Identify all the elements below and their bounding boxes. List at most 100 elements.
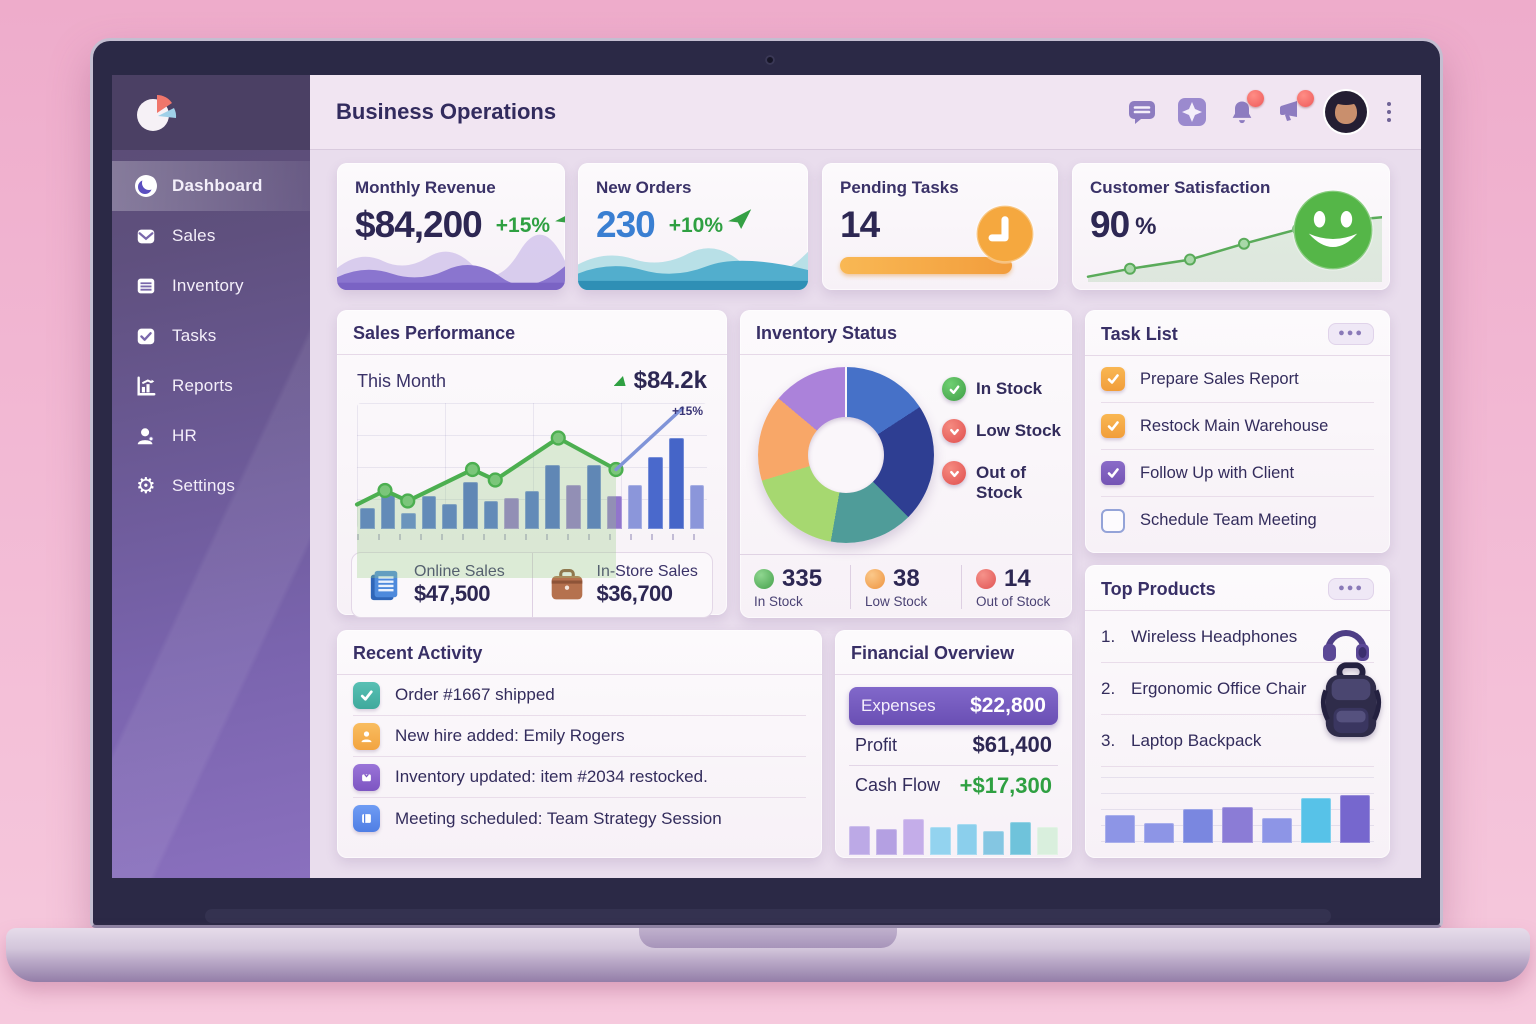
task-label: Follow Up with Client <box>1140 463 1295 482</box>
bar <box>875 829 897 855</box>
bar <box>524 491 540 529</box>
orange-dot-icon <box>865 568 885 589</box>
activity-text: Meeting scheduled: Team Strategy Session <box>395 808 722 828</box>
card-title: Top Products <box>1101 578 1216 599</box>
bar <box>1144 823 1175 843</box>
task-list-card: Task List ●●● Prepare Sales Report Resto… <box>1085 310 1390 553</box>
stat-value: 335 <box>782 564 823 592</box>
sidebar-item-label: Inventory <box>172 276 244 295</box>
legend-label: Out of Stock <box>976 463 1027 502</box>
sidebar-item-reports[interactable]: Reports <box>112 361 310 411</box>
checkbox-unchecked[interactable] <box>1101 508 1125 533</box>
top-products-card: Top Products ●●● 1. Wireless Headphones … <box>1085 565 1390 858</box>
bar <box>586 464 602 529</box>
bar <box>565 484 581 529</box>
chat-icon[interactable] <box>1125 95 1159 129</box>
checkbox-checked[interactable] <box>1101 367 1125 391</box>
kpi-value: 14 <box>840 204 880 245</box>
checkbox-checked[interactable] <box>1101 461 1125 485</box>
trend-up-icon <box>554 209 565 230</box>
sidebar-item-label: Dashboard <box>172 176 263 195</box>
period-label: This Month <box>357 370 447 391</box>
kpi-title: New Orders <box>596 178 692 197</box>
more-menu-button[interactable]: ●●● <box>1328 323 1374 345</box>
bar <box>607 496 622 529</box>
app-logo-pie-icon[interactable] <box>132 90 178 136</box>
bar <box>929 827 951 855</box>
kebab-menu-icon[interactable] <box>1383 98 1395 126</box>
product-row: 3. Laptop Backpack <box>1101 715 1374 767</box>
laptop-base <box>6 928 1530 982</box>
task-label: Schedule Team Meeting <box>1140 511 1317 529</box>
sidebar-item-label: HR <box>172 426 197 445</box>
inventory-legend: In Stock Low Stock Out of <box>942 377 1062 502</box>
row-label: Expenses <box>861 696 936 715</box>
recent-activity-card: Recent Activity Order #1667 shipped New … <box>337 630 822 858</box>
stat-in-stock: 335 In Stock <box>740 565 850 609</box>
checkbox-icon <box>134 324 158 348</box>
product-row: 2. Ergonomic Office Chair <box>1101 663 1374 715</box>
sidebar-item-hr[interactable]: HR <box>112 411 310 461</box>
kpi-delta: +10% <box>668 213 724 237</box>
stat-low-stock: 38 Low Stock <box>850 564 961 609</box>
kpi-delta: +15% <box>495 213 551 237</box>
instore-sales-stat: In-Store Sales $36,700 <box>531 553 713 617</box>
red-dot-icon <box>976 568 996 589</box>
kpi-card-monthly-revenue: Monthly Revenue $84,200 +15% <box>337 163 565 290</box>
bar <box>483 501 499 529</box>
sales-trend-lines <box>354 406 685 578</box>
legend-label: Low Stock <box>976 421 1062 440</box>
sales-performance-card: Sales Performance This Month $84.2k +15% <box>337 310 727 618</box>
stat-label: In Stock <box>754 593 803 609</box>
kpi-value: 90 <box>1090 204 1130 245</box>
inventory-stats: 335 In Stock 38 Low Stock <box>740 554 1072 618</box>
orders-sparkline <box>578 248 808 290</box>
sales-bars <box>360 403 705 529</box>
financial-mini-chart <box>849 807 1058 855</box>
list-icon <box>134 274 158 298</box>
product-label: Ergonomic Office Chair <box>1131 678 1307 698</box>
profit-row: Profit $61,400 <box>849 725 1058 765</box>
stat-label: Low Stock <box>865 593 928 609</box>
financial-overview-card: Financial Overview Expenses $22,800 Prof… <box>835 630 1072 858</box>
kpi-unit: % <box>1135 213 1157 240</box>
inventory-status-card: Inventory Status In Stock <box>740 310 1072 618</box>
activity-text: Inventory updated: item #2034 restocked. <box>395 767 708 786</box>
sidebar-item-dashboard[interactable]: Dashboard <box>112 161 310 211</box>
bar <box>668 438 684 529</box>
row-label: Cash Flow <box>855 775 941 795</box>
more-menu-button[interactable]: ●●● <box>1328 578 1374 600</box>
sidebar-item-sales[interactable]: Sales <box>112 211 310 261</box>
sidebar-item-inventory[interactable]: Inventory <box>112 261 310 311</box>
trend-up-icon <box>613 376 626 386</box>
bar <box>1222 806 1253 843</box>
bell-icon[interactable] <box>1225 90 1264 129</box>
bar <box>1261 817 1292 843</box>
user-avatar[interactable] <box>1325 91 1367 133</box>
top-products-chart <box>1101 777 1374 843</box>
kpi-title: Pending Tasks <box>840 178 959 197</box>
sidebar-item-settings[interactable]: ⚙ Settings <box>112 461 310 511</box>
megaphone-icon[interactable] <box>1275 90 1314 129</box>
task-row: Restock Main Warehouse <box>1101 403 1374 450</box>
activity-row: Meeting scheduled: Team Strategy Session <box>353 798 806 839</box>
package-icon <box>353 763 380 791</box>
checkbox-checked[interactable] <box>1101 414 1125 438</box>
pending-progress-fill <box>840 257 1012 274</box>
sales-breakdown: Online Sales $47,500 In-Store Sales <box>351 552 713 618</box>
product-row: 1. Wireless Headphones <box>1101 611 1374 663</box>
bar <box>401 512 416 529</box>
laptop-base-notch <box>639 928 897 948</box>
laptop-frame: Dashboard Sales Inventory <box>90 38 1443 928</box>
activity-row: New hire added: Emily Rogers <box>353 716 806 757</box>
product-rank: 3. <box>1101 730 1116 750</box>
green-dot-icon <box>754 568 774 589</box>
book-icon <box>353 805 380 832</box>
laptop-hinge <box>205 909 1331 923</box>
bar <box>1010 822 1032 855</box>
bar <box>462 482 478 529</box>
legend-low-stock: Low Stock <box>942 419 1062 443</box>
apps-icon[interactable] <box>1175 95 1209 129</box>
person-icon <box>134 424 158 448</box>
sidebar-item-tasks[interactable]: Tasks <box>112 311 310 361</box>
